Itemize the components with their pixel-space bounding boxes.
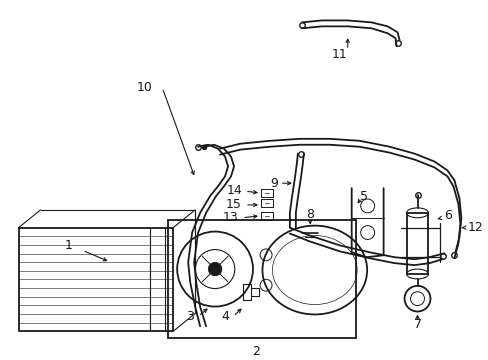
Text: 9: 9: [269, 177, 277, 190]
Text: 15: 15: [225, 198, 242, 211]
Text: 10: 10: [136, 81, 152, 94]
Text: 2: 2: [252, 346, 260, 359]
Text: 7: 7: [413, 318, 421, 331]
Text: 13: 13: [222, 211, 238, 224]
Text: 8: 8: [305, 208, 313, 221]
Text: 4: 4: [221, 310, 228, 323]
Text: 14: 14: [226, 184, 242, 197]
Text: 12: 12: [467, 221, 482, 234]
Text: 3: 3: [186, 310, 194, 323]
Text: 1: 1: [64, 239, 72, 252]
Text: 5: 5: [359, 190, 367, 203]
Text: 6: 6: [444, 209, 451, 222]
Text: 11: 11: [331, 49, 347, 62]
Bar: [406, 213, 427, 274]
Circle shape: [208, 262, 222, 276]
Bar: [168, 220, 355, 338]
